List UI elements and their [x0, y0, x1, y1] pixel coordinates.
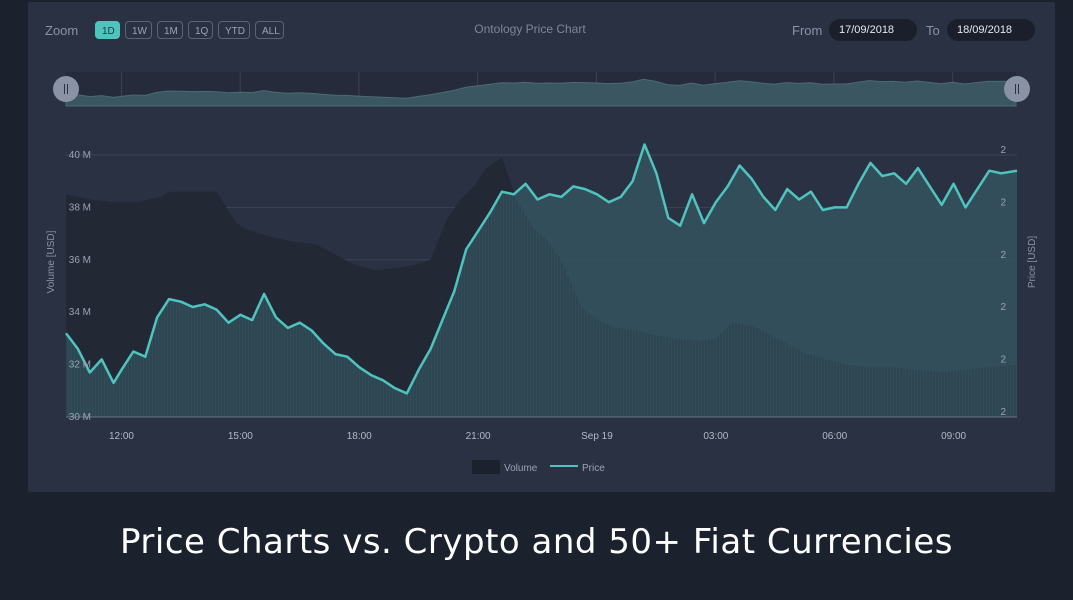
y-left-tick-label: 38 M	[69, 202, 91, 213]
legend-volume-label: Volume	[504, 463, 538, 474]
y-right-tick-label: 2	[1000, 302, 1006, 313]
chart-title: Ontology Price Chart	[474, 22, 586, 36]
x-tick-label: 12:00	[109, 431, 134, 442]
navigator-left-handle[interactable]	[53, 76, 79, 102]
y-right-tick-label: 2	[1000, 250, 1006, 261]
legend: Volume Price	[472, 460, 605, 474]
y-right-tick-label: 2	[1000, 197, 1006, 208]
y-right-tick-label: 2	[1000, 355, 1006, 366]
x-tick-label: 15:00	[228, 431, 253, 442]
x-tick-label: Sep 19	[581, 431, 613, 442]
legend-item-price[interactable]: Price	[550, 463, 605, 474]
y-left-tick-label: 32 M	[69, 360, 91, 371]
from-date-input[interactable]	[829, 19, 917, 41]
legend-volume-swatch	[472, 460, 500, 474]
y-left-tick-label: 30 M	[69, 412, 91, 423]
price-area	[66, 144, 1017, 417]
y-right-tick-label: 2	[1000, 407, 1006, 418]
x-tick-label: 03:00	[703, 431, 728, 442]
navigator[interactable]	[53, 72, 1030, 107]
navigator-series	[65, 78, 1017, 107]
x-tick-label: 18:00	[347, 431, 372, 442]
headline: Price Charts vs. Crypto and 50+ Fiat Cur…	[120, 522, 953, 562]
x-tick-label: 06:00	[822, 431, 847, 442]
zoom-all-button[interactable]: ALL	[255, 21, 284, 39]
legend-item-volume[interactable]: Volume	[472, 460, 538, 474]
x-tick-label: 09:00	[941, 431, 966, 442]
volume-bars	[66, 157, 1016, 417]
navigator-right-handle[interactable]	[1004, 76, 1030, 102]
to-label: To	[926, 23, 940, 38]
zoom-1d-button[interactable]: 1D	[95, 21, 120, 39]
zoom-ytd-button[interactable]: YTD	[218, 21, 250, 39]
zoom-1w-button[interactable]: 1W	[125, 21, 152, 39]
zoom-1q-button[interactable]: 1Q	[188, 21, 213, 39]
price-line	[65, 143, 1018, 395]
to-date-input[interactable]	[947, 19, 1035, 41]
y-left-tick-label: 40 M	[69, 150, 91, 161]
from-label: From	[792, 23, 823, 38]
y-right-tick-label: 2	[1000, 145, 1006, 156]
legend-price-label: Price	[582, 463, 605, 474]
y-axis-right-label: Price [USD]	[1027, 236, 1038, 288]
x-tick-label: 21:00	[466, 431, 491, 442]
y-left-tick-label: 34 M	[69, 307, 91, 318]
y-left-tick-label: 36 M	[69, 255, 91, 266]
price-series	[65, 143, 1018, 417]
zoom-1m-button[interactable]: 1M	[157, 21, 183, 39]
zoom-label: Zoom	[45, 23, 79, 38]
y-axis-left-label: Volume [USD]	[46, 230, 57, 293]
